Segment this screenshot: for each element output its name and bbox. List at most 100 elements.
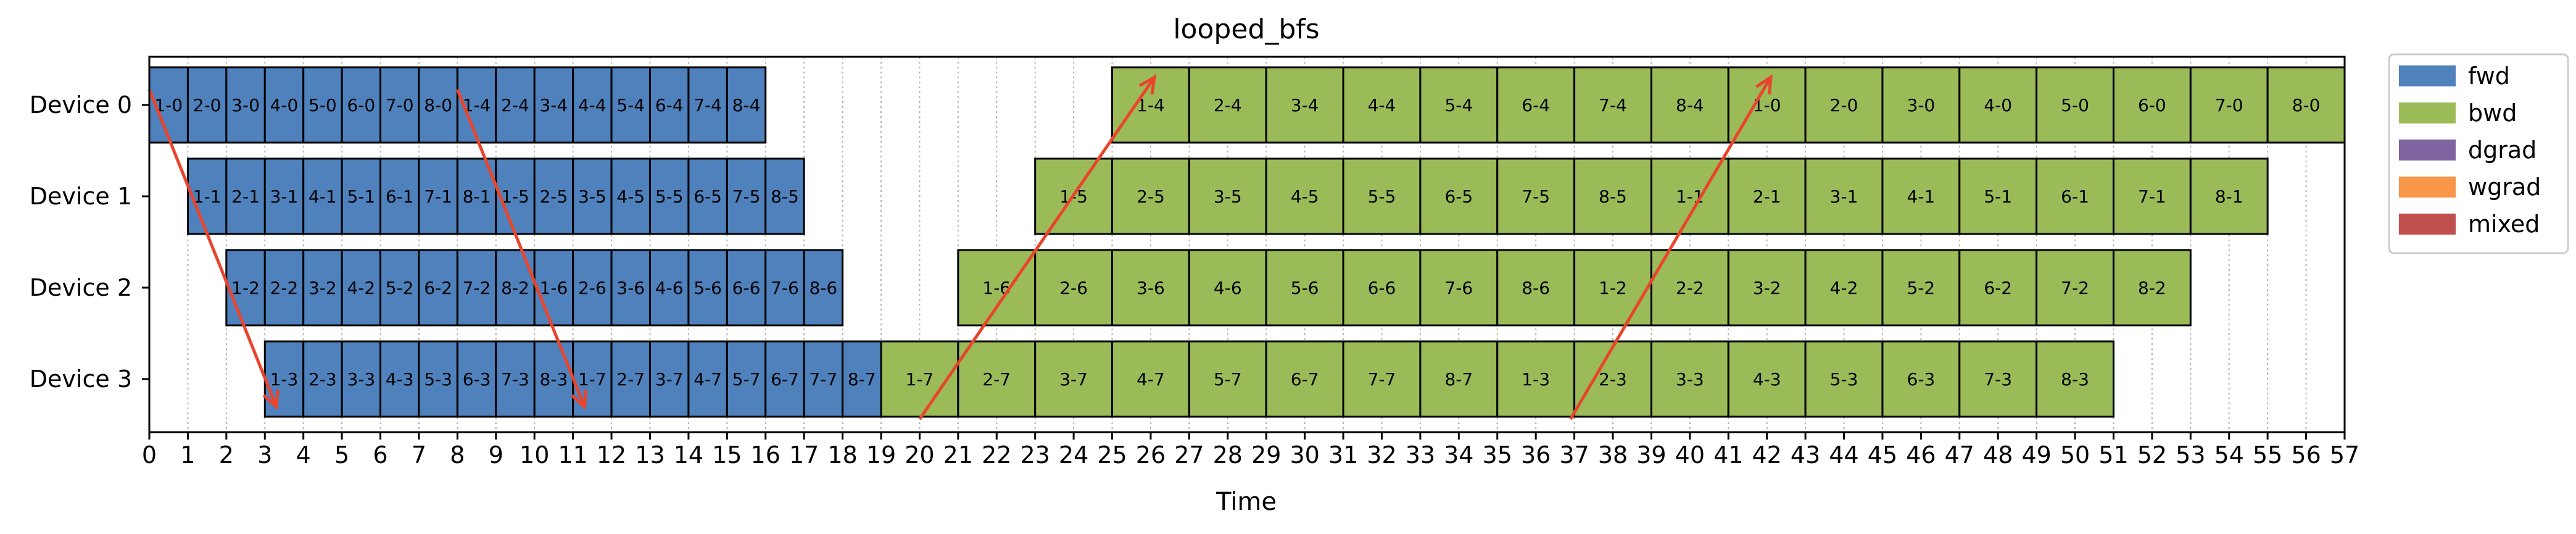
dependency-arrow [1569,76,1773,420]
task-label: 5-7 [1214,369,1242,390]
legend-label-mixed: mixed [2468,211,2540,238]
task-label: 6-3 [1907,369,1936,390]
task-bar-fwd [803,340,844,418]
dependency-arrowhead [1755,74,1773,95]
x-tick-label: 39 [1636,441,1666,469]
task-bar-fwd [803,249,844,327]
task-label: 8-3 [540,369,568,390]
task-label: 2-6 [1059,278,1088,298]
dependency-arrow [456,89,586,407]
task-bar-bwd [1804,249,1884,327]
legend: fwd bwd dgrad wgrad mixed [2388,53,2569,254]
y-tick-label: Device 2 [30,274,132,301]
dependency-arrow [918,76,1156,420]
task-bar-bwd [1342,157,1422,235]
x-tick-label: 29 [1251,441,1281,469]
task-bar-bwd [1881,249,1961,327]
dependency-arrows [147,74,1773,420]
x-tick-label: 3 [257,441,272,469]
x-tick-label: 11 [558,441,587,469]
task-bar-bwd [1342,340,1422,418]
task-bar-fwd [726,157,767,235]
task-bar-fwd [764,249,805,327]
task-bar-fwd [263,66,305,144]
task-bar-bwd [1958,249,2038,327]
task-bar-fwd [341,66,382,144]
task-bar-fwd [263,157,305,235]
task-bar-bwd [2112,66,2192,144]
task-bar-fwd [418,249,458,327]
task-label: 7-7 [1368,369,1396,390]
x-tick-label: 30 [1290,441,1319,469]
task-bar-bwd [2112,249,2192,327]
x-tick-label: 55 [2253,441,2282,469]
task-bar-bwd [1419,66,1499,144]
task-label: 7-5 [732,186,761,207]
task-label: 3-4 [540,95,568,115]
task-bar-bwd [1188,340,1267,418]
x-tick-label: 27 [1174,441,1204,469]
legend-swatch-wgrad [2399,177,2456,198]
task-label: 6-1 [386,186,414,207]
task-bar-fwd [610,157,651,235]
x-tick-label: 37 [1559,441,1589,469]
x-tick-label: 49 [2021,441,2051,469]
task-label: 2-3 [1599,369,1627,390]
task-label: 1-7 [906,369,934,390]
task-bar-bwd [1419,340,1499,418]
task-label: 1-3 [270,369,299,390]
x-tick-label: 4 [296,441,311,469]
x-tick-label: 15 [712,441,742,469]
task-label: 3-0 [1907,95,1936,115]
x-tick-label: 48 [1983,441,2013,469]
x-tick-label: 38 [1598,441,1628,469]
task-bar-fwd [726,340,767,418]
task-label: 3-5 [578,186,607,207]
task-label: 6-7 [771,369,799,390]
task-label: 5-0 [2061,95,2089,115]
task-label: 7-5 [1522,186,1550,207]
task-bar-fwd [764,340,805,418]
task-label: 4-3 [386,369,414,390]
x-tick-label: 9 [489,441,503,469]
task-bar-bwd [1034,340,1114,418]
y-tick-label: Device 1 [30,183,132,210]
task-bar-fwd [418,66,458,144]
legend-swatch-bwd [2399,102,2456,123]
chart-title: looped_bfs [1173,14,1319,45]
task-label: 7-3 [1984,369,2012,390]
task-label: 5-2 [1907,278,1936,298]
task-label: 6-2 [1984,278,2012,298]
task-bar-bwd [1881,66,1961,144]
x-tick-label: 6 [373,441,387,469]
task-label: 2-5 [1137,186,1165,207]
task-label: 3-6 [1137,278,1165,298]
task-label: 1-3 [1522,369,1550,390]
task-label: 6-7 [1291,369,1319,390]
dependency-arrow [147,89,278,407]
task-label: 7-3 [501,369,529,390]
task-label: 2-3 [309,369,337,390]
y-tick-label: Device 0 [30,91,132,119]
x-tick-label: 23 [1021,441,1050,469]
task-label: 4-0 [270,95,299,115]
task-label: 5-5 [1368,186,1396,207]
task-label: 7-2 [463,278,491,298]
task-label: 3-2 [309,278,337,298]
task-label: 3-1 [1830,186,1858,207]
task-label: 6-0 [2138,95,2166,115]
task-label: 5-2 [386,278,414,298]
task-label: 3-3 [347,369,375,390]
task-label: 6-3 [463,369,491,390]
x-tick-label: 45 [1868,441,1897,469]
task-bar-bwd [1342,66,1422,144]
x-tick-label: 43 [1791,441,1820,469]
task-bar-bwd [1650,340,1729,418]
task-label: 3-4 [1291,95,1319,115]
task-label: 2-1 [231,186,260,207]
task-bar-fwd [687,157,728,235]
task-bar-bwd [2036,157,2114,235]
task-label: 7-0 [2215,95,2243,115]
task-label: 1-2 [1599,278,1627,298]
task-label: 7-2 [2061,278,2089,298]
